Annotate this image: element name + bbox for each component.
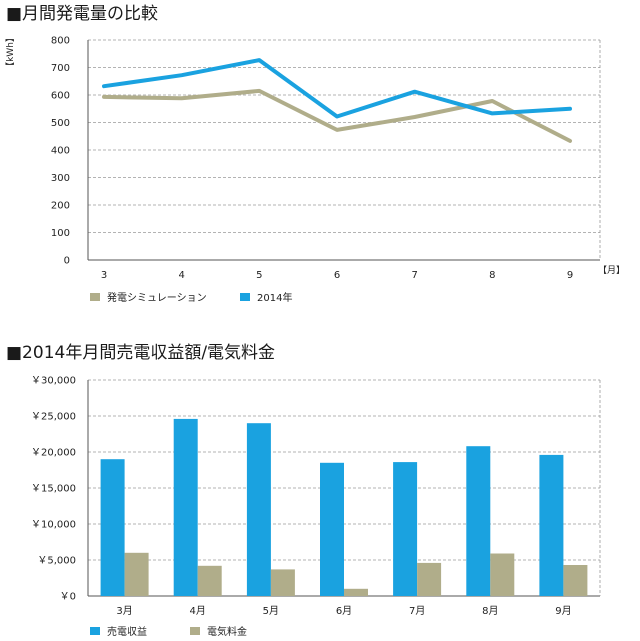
bar-electricity-2	[197, 565, 222, 596]
line-series-2	[102, 58, 572, 119]
bar-chart-x-tick-label: 7月	[409, 605, 425, 617]
bar-chart-y-tick-label: ￥10,000	[31, 520, 76, 531]
line-chart-y-tick-label: 100	[51, 228, 70, 239]
legend-swatch-1	[90, 293, 100, 301]
bar-revenue-6	[466, 446, 491, 596]
line-chart-title: ■月間発電量の比較	[6, 4, 158, 24]
bar-chart-revenue: ■2014年月間売電収益額/電気料金 ￥0 ￥5,000 ￥10,000 ￥15,00…	[6, 343, 601, 638]
bar-revenue-7	[539, 454, 564, 596]
bar-chart-x-tick-label: 3月	[116, 605, 132, 617]
line-chart-legend: 発電シミュレーション 2014年	[90, 291, 292, 304]
bar-electricity-1	[124, 552, 149, 596]
legend-label-1: 発電シミュレーション	[107, 291, 207, 304]
bar-chart-y-tick-label: ￥25,000	[31, 412, 76, 423]
bar-revenue-2	[173, 418, 198, 596]
bar-chart-x-tick-label: 5月	[263, 605, 279, 617]
legend-swatch-2	[240, 293, 250, 301]
bar-revenue-4	[320, 462, 344, 596]
line-chart-y-tick-label: 500	[51, 118, 70, 129]
line-chart-y-tick-label: 400	[51, 146, 70, 157]
bar-chart-title: ■2014年月間売電収益額/電気料金	[6, 343, 275, 363]
bar-legend-swatch-1	[90, 627, 100, 635]
line-chart-y-tick-label: 800	[51, 36, 70, 47]
bar-revenue-3	[246, 423, 271, 596]
line-chart-x-tick-label: 6	[334, 270, 340, 281]
bar-electricity-5	[417, 562, 442, 596]
line-chart-x-tick-label: 9	[567, 270, 573, 281]
legend-label-2: 2014年	[257, 291, 292, 304]
bar-legend-label-2: 電気料金	[207, 625, 247, 638]
bar-electricity-3	[270, 569, 295, 596]
line-chart-series	[102, 58, 572, 143]
bar-chart-y-tick-label: ￥0	[60, 592, 76, 603]
bar-chart-x-tick-label: 8月	[482, 605, 498, 617]
line-chart-y-tick-label: 700	[51, 63, 70, 74]
bar-chart-y-tick-label: ￥30,000	[31, 376, 76, 387]
line-chart-y-tick-label: 600	[51, 91, 70, 102]
bar-chart-y-tick-label: ￥15,000	[31, 484, 76, 495]
line-chart-y-ticks: 0 100 200 300 400 500 600 700 800	[51, 36, 70, 267]
line-chart-x-tick-label: 5	[256, 270, 262, 281]
line-chart-y-tick-label: 200	[51, 201, 70, 212]
line-chart-y-tick-label: 300	[51, 173, 70, 184]
bar-chart-x-tick-label: 4月	[190, 605, 206, 617]
line-chart-energy: ■月間発電量の比較 【kWh】 【月】 0 100 200 300 400 500 600 7…	[5, 4, 625, 304]
bar-revenue-1	[100, 459, 125, 596]
line-chart-y-tick-label: 0	[64, 256, 70, 267]
bar-chart-bars	[100, 418, 588, 596]
line-chart-grid	[87, 39, 601, 261]
bar-chart-x-ticks: 3月 4月 5月 6月 7月 8月 9月	[116, 605, 571, 617]
line-chart-x-ticks: 3 4 5 6 7 8 9	[101, 270, 573, 281]
line-series-1	[102, 88, 572, 143]
line-chart-x-tick-label: 4	[178, 270, 184, 281]
bar-chart-x-tick-label: 9月	[555, 605, 571, 617]
bar-legend-swatch-2	[190, 627, 200, 635]
bar-chart-y-ticks: ￥0 ￥5,000 ￥10,000 ￥15,000 ￥20,000 ￥25,000 ￥30,…	[31, 376, 76, 603]
bar-electricity-4	[344, 588, 368, 596]
bar-revenue-5	[393, 462, 418, 596]
line-chart-x-tick-label: 7	[411, 270, 417, 281]
bar-legend-label-1: 売電収益	[107, 625, 147, 638]
bar-chart-y-tick-label: ￥20,000	[31, 448, 76, 459]
line-chart-x-tick-label: 3	[101, 270, 107, 281]
bar-electricity-7	[563, 565, 588, 596]
bar-chart-legend: 売電収益 電気料金	[90, 625, 247, 638]
bar-chart-y-tick-label: ￥5,000	[37, 556, 76, 567]
line-chart-x-tick-label: 8	[489, 270, 495, 281]
bar-chart-x-tick-label: 6月	[336, 605, 352, 617]
bar-electricity-6	[490, 553, 515, 596]
line-chart-x-unit: 【月】	[598, 265, 625, 276]
line-chart-y-unit: 【kWh】	[5, 33, 16, 71]
